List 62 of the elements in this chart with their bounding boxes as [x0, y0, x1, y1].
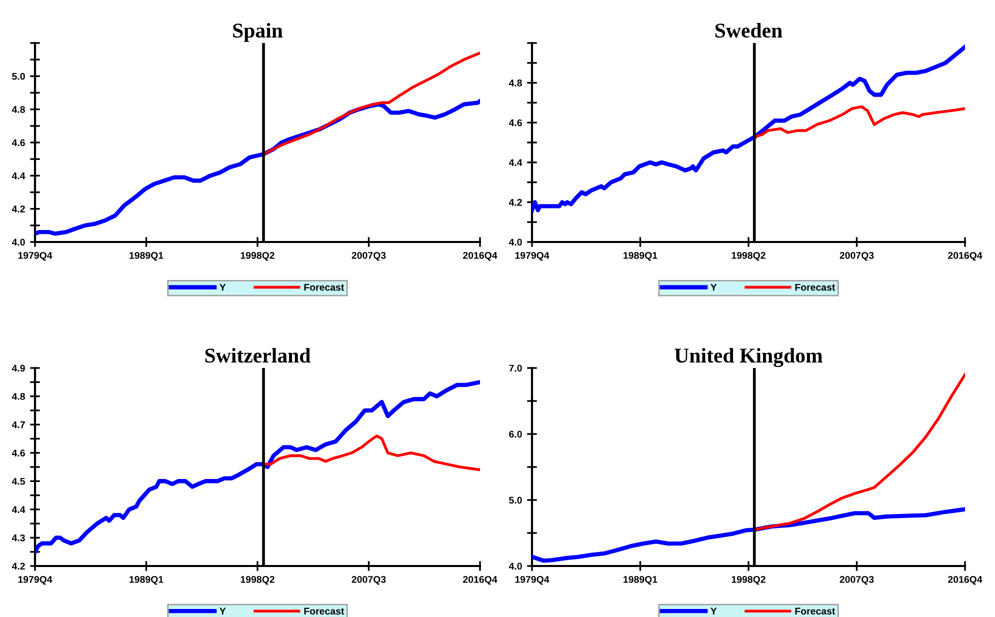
y-tick-label: 4.8: [12, 393, 25, 400]
y-tick-label: 4.7: [12, 421, 25, 428]
x-tick-label: 2016Q4: [948, 576, 982, 585]
x-tick-label: 1989Q1: [130, 576, 164, 585]
legend-label: Forecast: [304, 284, 344, 291]
y-tick-label: 5.0: [509, 496, 522, 504]
legend-label: Y: [710, 608, 717, 614]
x-tick-label: 2007Q3: [840, 252, 874, 261]
y-tick-label: 4.8: [12, 106, 25, 113]
x-tick-label: 1979Q4: [18, 576, 52, 585]
legend-label: Forecast: [795, 284, 836, 291]
x-tick-label: 2016Q4: [463, 252, 498, 261]
y-tick-label: 4.2: [12, 562, 25, 570]
legend-label: Y: [710, 284, 717, 291]
y-tick-label: 4.0: [508, 238, 522, 246]
legend-label: Forecast: [795, 608, 836, 615]
x-tick-label: 1979Q4: [515, 252, 550, 261]
x-tick-label: 2016Q4: [948, 252, 982, 261]
y-tick-label: 4.4: [508, 159, 522, 166]
chart-title: Sweden: [715, 22, 782, 38]
x-tick-label: 1989Q1: [624, 252, 658, 261]
x-tick-label: 1979Q4: [515, 576, 550, 585]
y-tick-label: 4.9: [12, 364, 25, 372]
x-tick-label: 1998Q2: [732, 252, 766, 261]
y-tick-label: 4.2: [12, 206, 25, 212]
y-tick-label: 4.6: [508, 119, 522, 126]
y-tick-label: 5.0: [12, 72, 25, 80]
line-series: [754, 105, 965, 138]
line-series: [35, 380, 480, 554]
y-tick-label: 6.0: [509, 430, 522, 438]
x-tick-label: 1989Q1: [130, 252, 164, 261]
legend-label: Forecast: [304, 608, 344, 615]
line-series: [262, 434, 480, 472]
x-tick-label: 1979Q4: [18, 252, 52, 261]
x-tick-label: 2007Q3: [840, 576, 874, 585]
legend-label: Y: [220, 284, 226, 291]
x-tick-label: 1989Q1: [624, 576, 658, 585]
x-tick-label: 1998Q2: [240, 576, 274, 585]
chart-title: Switzerland: [205, 348, 311, 363]
chart-title: Spain: [233, 22, 283, 42]
x-tick-label: 2007Q3: [352, 576, 386, 585]
y-tick-label: 4.2: [508, 198, 522, 206]
x-tick-label: 1998Q2: [732, 576, 766, 585]
line-series: [532, 507, 965, 563]
x-tick-label: 1998Q2: [240, 252, 274, 261]
y-tick-label: 4.3: [12, 534, 25, 542]
y-tick-label: 4.8: [508, 80, 522, 86]
y-tick-label: 4.4: [12, 506, 26, 513]
y-tick-label: 4.6: [12, 450, 25, 456]
chart-title: United Kingdom: [674, 348, 823, 368]
y-tick-label: 4.6: [12, 139, 25, 146]
y-tick-label: 4.5: [12, 478, 26, 485]
x-tick-label: 2007Q3: [352, 252, 386, 261]
legend-label: Y: [220, 608, 226, 614]
x-tick-label: 2016Q4: [463, 576, 498, 585]
y-tick-label: 4.0: [508, 562, 522, 570]
line-series: [262, 52, 480, 156]
line-series: [752, 373, 965, 532]
y-tick-label: 4.4: [12, 172, 26, 180]
line-series: [532, 44, 965, 212]
y-tick-label: 4.0: [12, 238, 25, 246]
y-tick-label: 7.0: [509, 364, 522, 372]
